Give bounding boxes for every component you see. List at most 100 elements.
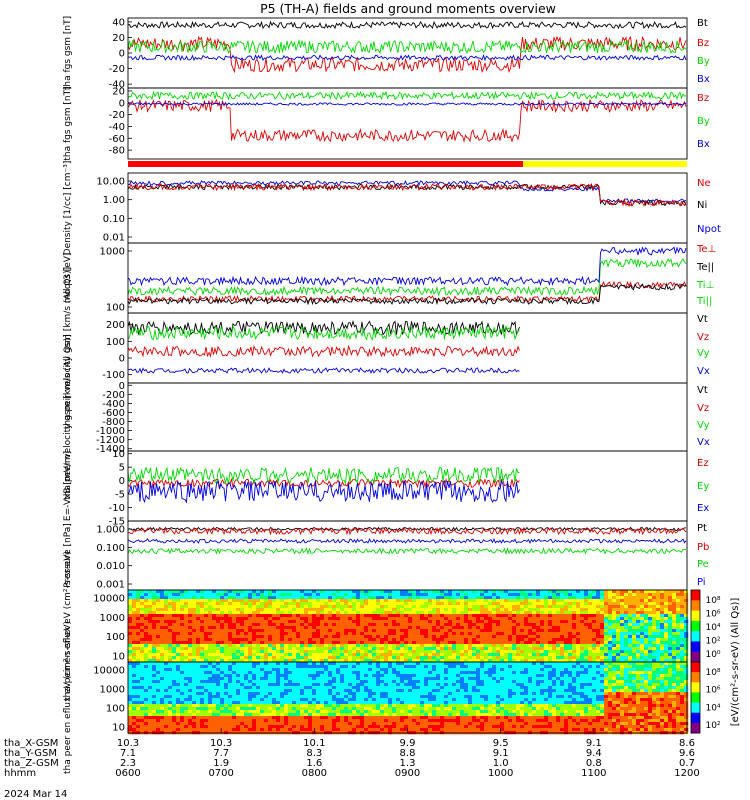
heatmap-cell — [360, 593, 365, 597]
heatmap-cell — [280, 713, 285, 717]
heatmap-cell — [624, 650, 629, 654]
heatmap-cell — [668, 611, 673, 615]
heatmap-cell — [500, 659, 505, 663]
heatmap-cell — [220, 611, 225, 615]
heatmap-cell — [512, 626, 517, 630]
heatmap-cell — [592, 596, 597, 600]
heatmap-cell — [336, 599, 341, 603]
heatmap-cell — [600, 659, 605, 663]
heatmap-cell — [664, 653, 669, 657]
heatmap-cell — [340, 677, 345, 681]
heatmap-cell — [340, 599, 345, 603]
heatmap-cell — [348, 695, 353, 699]
heatmap-cell — [572, 650, 577, 654]
heatmap-cell — [308, 686, 313, 690]
heatmap-cell — [208, 608, 213, 612]
heatmap-cell — [148, 695, 153, 699]
heatmap-cell — [456, 650, 461, 654]
heatmap-cell — [244, 677, 249, 681]
heatmap-cell — [584, 653, 589, 657]
heatmap-cell — [240, 683, 245, 687]
heatmap-cell — [268, 704, 273, 708]
heatmap-cell — [292, 683, 297, 687]
heatmap-cell — [224, 719, 229, 723]
heatmap-cell — [324, 617, 329, 621]
heatmap-cell — [680, 617, 685, 621]
heatmap-cell — [272, 668, 277, 672]
heatmap-cell — [648, 602, 653, 606]
heatmap-cell — [320, 704, 325, 708]
heatmap-cell — [660, 590, 665, 594]
heatmap-cell — [468, 599, 473, 603]
heatmap-cell — [532, 632, 537, 636]
ytick-label: -40 — [109, 80, 125, 91]
heatmap-cell — [536, 647, 541, 651]
heatmap-cell — [332, 674, 337, 678]
heatmap-cell — [540, 623, 545, 627]
heatmap-cell — [216, 707, 221, 711]
heatmap-cell — [180, 614, 185, 618]
heatmap-cell — [456, 653, 461, 657]
heatmap-cell — [532, 638, 537, 642]
heatmap-cell — [588, 653, 593, 657]
heatmap-cell — [372, 602, 377, 606]
heatmap-cell — [168, 656, 173, 660]
heatmap-cell — [336, 617, 341, 621]
heatmap-cell — [176, 629, 181, 633]
heatmap-cell — [580, 617, 585, 621]
heatmap-cell — [232, 683, 237, 687]
heatmap-cell — [572, 635, 577, 639]
heatmap-cell — [456, 605, 461, 609]
heatmap-cell — [504, 653, 509, 657]
heatmap-cell — [296, 677, 301, 681]
heatmap-cell — [360, 623, 365, 627]
heatmap-cell — [428, 623, 433, 627]
heatmap-cell — [196, 638, 201, 642]
heatmap-cell — [224, 593, 229, 597]
heatmap-cell — [324, 641, 329, 645]
heatmap-cell — [528, 605, 533, 609]
heatmap-cell — [152, 695, 157, 699]
heatmap-cell — [256, 701, 261, 705]
heatmap-cell — [168, 602, 173, 606]
heatmap-cell — [620, 596, 625, 600]
heatmap-cell — [136, 590, 141, 594]
heatmap-cell — [144, 644, 149, 648]
heatmap-cell — [144, 608, 149, 612]
heatmap-cell — [496, 590, 501, 594]
heatmap-cell — [172, 704, 177, 708]
heatmap-cell — [176, 677, 181, 681]
heatmap-cell — [592, 638, 597, 642]
heatmap-cell — [220, 671, 225, 675]
heatmap-cell — [568, 593, 573, 597]
heatmap-cell — [408, 605, 413, 609]
heatmap-cell — [344, 710, 349, 714]
heatmap-cell — [668, 605, 673, 609]
heatmap-cell — [188, 686, 193, 690]
heatmap-cell — [280, 638, 285, 642]
heatmap-cell — [248, 686, 253, 690]
heatmap-cell — [380, 599, 385, 603]
heatmap-cell — [176, 701, 181, 705]
heatmap-cell — [384, 593, 389, 597]
heatmap-cell — [352, 647, 357, 651]
heatmap-cell — [316, 659, 321, 663]
heatmap-cell — [268, 716, 273, 720]
heatmap-cell — [324, 671, 329, 675]
heatmap-cell — [312, 683, 317, 687]
heatmap-cell — [584, 659, 589, 663]
heatmap-cell — [652, 596, 657, 600]
heatmap-cell — [604, 647, 609, 651]
heatmap-cell — [228, 593, 233, 597]
heatmap-cell — [132, 722, 137, 726]
heatmap-cell — [628, 623, 633, 627]
heatmap-cell — [408, 638, 413, 642]
heatmap-cell — [280, 683, 285, 687]
heatmap-cell — [452, 596, 457, 600]
heatmap-cell — [248, 614, 253, 618]
heatmap-cell — [312, 698, 317, 702]
heatmap-cell — [520, 656, 525, 660]
heatmap-cell — [308, 638, 313, 642]
heatmap-cell — [532, 629, 537, 633]
heatmap-cell — [168, 590, 173, 594]
